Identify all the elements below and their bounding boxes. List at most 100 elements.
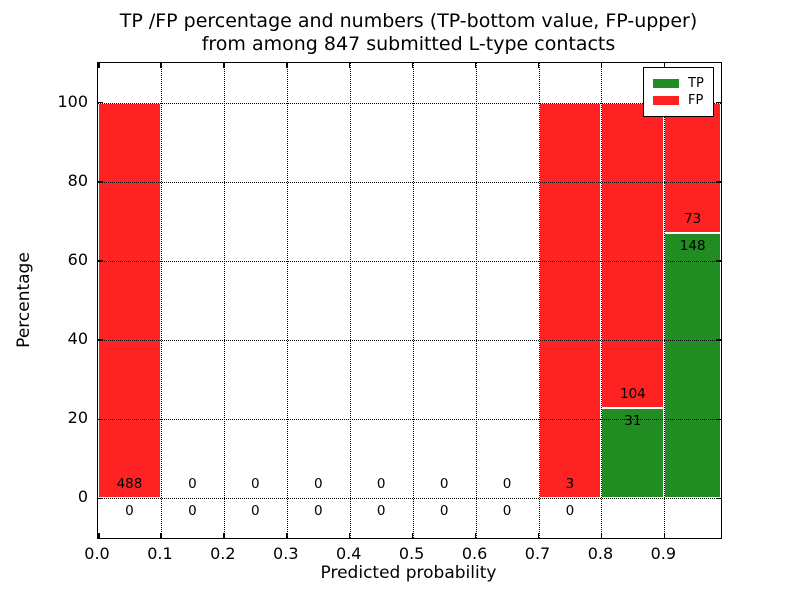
tp-count-label: 31 [624,412,642,429]
tp-count-label: 0 [125,503,134,520]
x-tick-mark [474,63,477,68]
fp-bar-segment [601,102,665,408]
y-gridline [98,102,721,104]
chart-title-line2: from among 847 submitted L-type contacts [201,33,616,55]
y-tick-label: 20 [67,408,88,428]
y-tick-mark [98,181,103,183]
x-gridline [223,63,225,538]
fp-legend-swatch [653,96,679,105]
x-tick-mark [600,63,603,68]
tp-count-label: 0 [439,503,449,520]
tp-count-label: 0 [251,503,260,520]
fp-bar-segment [538,102,602,499]
chart-title: TP /FP percentage and numbers (TP-bottom… [97,10,720,56]
fp-count-label: 0 [313,476,323,493]
x-tick-label: 0.1 [147,544,173,563]
x-tick-label: 0.5 [398,544,425,563]
y-gridline [98,498,721,500]
tp-count-label: 0 [565,503,575,520]
x-gridline [286,63,288,538]
y-tick-mark [716,181,721,183]
y-tick-label: 40 [67,329,88,349]
x-tick-label: 0.6 [461,544,488,563]
fp-count-label: 73 [684,211,702,228]
x-tick-label: 0.0 [84,544,110,563]
fp-count-label: 488 [116,476,143,493]
tp-count-label: 0 [313,503,323,520]
fp-count-label: 104 [620,385,646,402]
tp-count-label: 0 [502,503,512,520]
y-tick-label: 60 [67,249,88,269]
x-tick-label: 0.7 [524,544,551,563]
x-tick-label: 0.3 [273,544,299,563]
x-tick-mark [663,533,666,538]
x-tick-mark [286,533,288,538]
fp-bar-segment [98,102,161,499]
x-tick-mark [537,63,540,68]
x-gridline [601,63,603,538]
legend-item-label: TP [688,76,704,91]
x-gridline [349,63,351,538]
x-tick-mark [411,533,414,538]
x-gridline [538,63,540,538]
x-tick-mark [348,533,351,538]
x-tick-label: 0.4 [335,544,362,563]
legend-item: FP [653,93,704,108]
legend: TP FP [643,67,714,117]
tp-legend-swatch [653,79,679,88]
tp-count-label: 148 [679,238,706,255]
x-tick-mark [223,63,225,68]
fp-count-label: 3 [565,476,575,493]
y-tick-mark [98,101,103,104]
x-tick-mark [411,63,414,68]
x-tick-mark [348,63,351,68]
x-tick-label: 0.2 [210,544,236,563]
x-gridline [664,63,666,538]
fp-count-label: 0 [376,476,386,493]
x-tick-mark [160,533,162,538]
tp-count-label: 0 [188,503,197,520]
x-axis-label: Predicted probability [320,563,497,583]
y-tick-mark [98,260,103,262]
y-gridline [98,181,721,183]
tp-count-label: 0 [376,503,386,520]
chart-title-line1: TP /FP percentage and numbers (TP-bottom… [119,10,698,32]
fp-count-label: 0 [502,476,512,493]
x-tick-mark [98,533,100,538]
x-gridline [160,63,162,538]
fp-count-label: 0 [439,476,449,493]
y-tick-mark [716,339,721,341]
y-tick-label: 0 [77,487,88,507]
x-tick-mark [600,533,603,538]
x-tick-mark [663,63,666,68]
y-tick-mark [716,497,721,500]
x-tick-label: 0.8 [587,544,614,563]
x-tick-label: 0.9 [650,544,677,563]
y-tick-label: 80 [67,170,88,190]
x-tick-mark [474,533,477,538]
y-tick-mark [716,260,721,262]
legend-item-label: FP [688,93,704,108]
x-tick-mark [98,63,100,68]
tp-bar-segment [664,233,721,499]
y-gridline [98,419,721,421]
y-tick-mark [98,497,103,500]
y-tick-mark [716,418,721,420]
legend-item: TP [653,76,704,91]
x-tick-mark [537,533,540,538]
y-axis-label: Percentage [14,252,34,348]
y-gridline [98,340,721,342]
x-gridline [475,63,477,538]
x-tick-mark [286,63,288,68]
y-tick-mark [98,418,103,420]
plot-area: 488 0 0 0 0 0 0 0 0 0 0 0 0 0 3 0 104 31 73 148 [97,62,722,539]
y-tick-mark [716,101,721,104]
x-gridline [412,63,414,538]
x-tick-mark [223,533,225,538]
y-gridline [98,260,721,262]
y-tick-label: 100 [57,91,88,111]
y-tick-mark [98,339,103,341]
x-tick-mark [160,63,162,68]
fp-count-label: 0 [188,476,197,493]
